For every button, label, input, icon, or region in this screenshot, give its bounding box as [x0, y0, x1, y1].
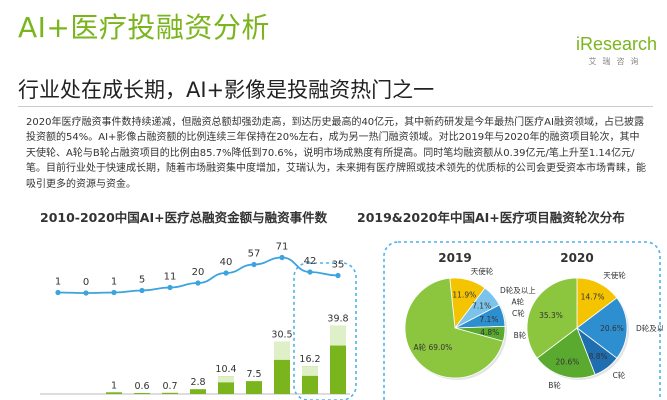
event-count-point	[83, 290, 89, 296]
logo-text: iResearch	[575, 34, 657, 54]
event-count-point	[55, 289, 61, 296]
funding-bar-segment	[274, 341, 290, 360]
event-count-label: 1	[55, 277, 61, 288]
logo-subtext: 艾瑞咨询	[588, 57, 645, 66]
pie-slice	[404, 277, 504, 379]
pie-value-label: 20.6%	[556, 358, 580, 367]
pie-value-label: 7.1%	[479, 315, 498, 324]
event-count-label: 20	[192, 267, 205, 278]
pie-value-label: 11.9%	[452, 290, 476, 299]
bar-value-label: 7.5	[246, 369, 261, 380]
funding-bar	[190, 389, 206, 394]
event-count-point	[335, 272, 341, 279]
pie-value-label: 20.6%	[600, 324, 624, 333]
pie-year-label: 2019	[438, 251, 471, 265]
pie-value-label: 4.8%	[480, 328, 499, 337]
event-count-label: 71	[276, 242, 289, 253]
page-subtitle: 行业处在成长期，AI+影像是投融资热门之一	[18, 78, 435, 102]
event-count-point	[195, 280, 201, 286]
bar-value-label: 30.5	[271, 330, 292, 341]
divider	[18, 106, 653, 107]
pie-category-label: C轮	[613, 370, 626, 380]
funding-bar	[162, 392, 178, 394]
pie-category-label: D轮及以上	[636, 323, 663, 333]
event-count-label: 35	[332, 260, 345, 271]
event-count-label: 0	[83, 277, 89, 288]
bar-value-label: 1	[111, 380, 117, 391]
event-count-point	[251, 261, 257, 268]
pie-year-label: 2020	[560, 251, 593, 265]
funding-bar-segment	[302, 366, 318, 376]
highlight-box	[293, 262, 357, 400]
pie-category-label: B轮	[548, 380, 561, 390]
bar-value-label: 39.8	[327, 314, 348, 325]
pie-category-label: D轮及以上	[500, 285, 536, 295]
event-count-label: 57	[248, 249, 261, 260]
pie-category-label: A轮	[512, 297, 525, 307]
event-count-label: 11	[164, 272, 177, 283]
bar-value-label: 10.4	[215, 364, 236, 375]
rounds-chart-title: 2019&2020年中国AI+医疗项目融资轮次分布	[357, 210, 625, 225]
funding-bar-segment	[218, 376, 234, 383]
body-paragraph: 2020年医疗融资事件数持续递减，但融资总额却强劲走高，到达历史最高的40亿元，…	[26, 117, 646, 190]
pie-highlight-box	[383, 241, 661, 400]
pie-value-label: 8.8%	[589, 352, 608, 361]
pie-slice	[526, 277, 578, 359]
rounds-pie-charts: 2019 11.9% 天使轮 7.1% D轮及以上 7.1% C轮 4.8% B轮 A轮 69.0…	[383, 241, 663, 400]
pie-value-label: 14.7%	[581, 293, 605, 302]
funding-bar	[134, 392, 150, 394]
bar-value-label: 16.2	[299, 354, 320, 365]
funding-bar-segment	[330, 325, 346, 346]
funding-bar	[106, 392, 122, 394]
funding-bar	[246, 381, 262, 394]
pie-value-label: A轮 69.0%	[413, 342, 452, 352]
event-count-label: 5	[139, 275, 145, 286]
funding-chart-title: 2010-2020中国AI+医疗总融资金额与融资事件数	[40, 210, 328, 225]
event-count-label: 42	[304, 256, 317, 267]
page-title: AI+医疗投融资分析	[18, 11, 270, 44]
event-count-point	[139, 287, 145, 294]
pie-category-label: C轮	[512, 308, 525, 318]
event-count-point	[223, 270, 229, 276]
funding-combo-chart: 1 0.6 0.7 2.8 10.4 7.5 30.5 16.2 39.8 1 0 1 5 11 20 40 5…	[40, 242, 357, 400]
event-count-point	[279, 254, 285, 261]
pie-value-label: 7.1%	[472, 301, 491, 310]
event-count-point	[167, 284, 173, 291]
iresearch-logo: iResearch 艾瑞咨询	[576, 34, 657, 67]
event-count-point	[307, 269, 313, 275]
event-count-point	[111, 289, 117, 296]
bar-value-label: 0.6	[134, 381, 149, 392]
pie-value-label: 35.3%	[539, 311, 563, 320]
pie-slice	[576, 297, 628, 359]
pie-category-label: B轮	[514, 330, 527, 340]
bar-value-label: 2.8	[190, 377, 205, 388]
pie-category-label: 天使轮	[603, 270, 626, 280]
pie-slice	[536, 327, 596, 379]
event-count-label: 40	[220, 257, 233, 268]
bar-value-label: 0.7	[162, 381, 177, 392]
event-count-label: 1	[111, 277, 117, 288]
pie-category-label: 天使轮	[471, 266, 494, 276]
